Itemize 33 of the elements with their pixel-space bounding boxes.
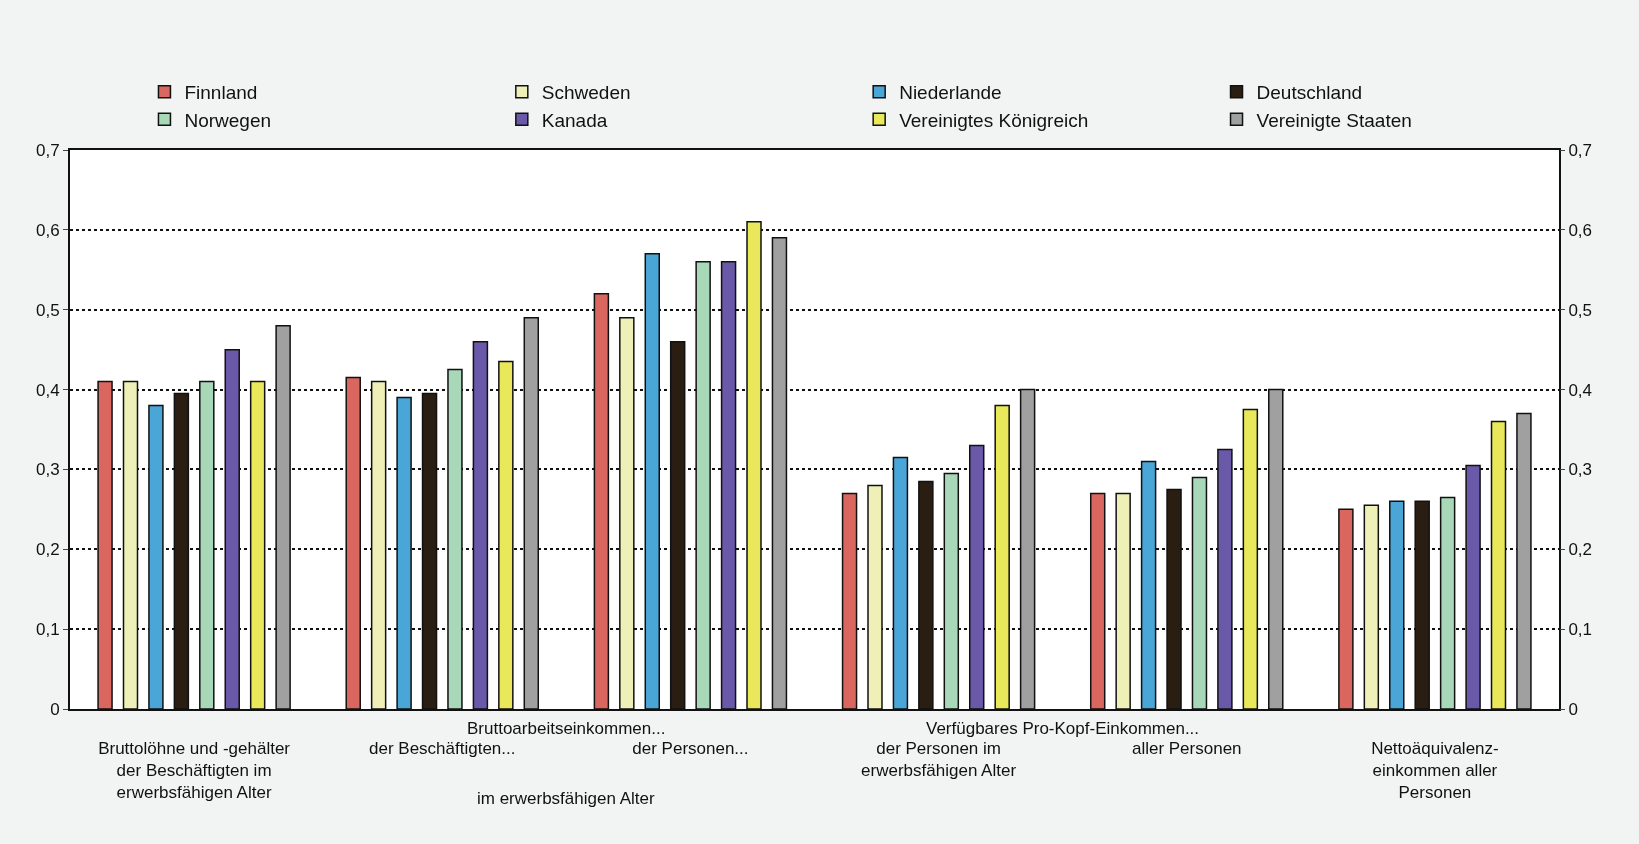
y-tick-label: 0,3 bbox=[35, 460, 60, 480]
x-tick-label: der Beschäftigten... bbox=[369, 738, 516, 758]
text: Bruttoarbeitseinkommen... bbox=[467, 719, 666, 738]
y2-tick-label: 0,1 bbox=[1568, 620, 1593, 640]
y-tick-label: 0,1 bbox=[35, 620, 60, 640]
y2-tick-label: 0,7 bbox=[1568, 140, 1593, 160]
x-tick-label: Bruttolöhne und -gehälter der Beschäftigten im erwerbsfähigen Alter bbox=[98, 738, 291, 802]
y-tick-label: 0,5 bbox=[35, 300, 60, 320]
y2-tick-label: 0 bbox=[1568, 699, 1578, 719]
y-tick-label: 0,2 bbox=[35, 540, 60, 560]
legend-label: Schweden bbox=[541, 82, 631, 104]
legend-label: Vereinigte Staaten bbox=[1256, 109, 1412, 131]
legend-label: Niederlande bbox=[899, 82, 1002, 104]
y-tick-label: 0,4 bbox=[35, 380, 60, 400]
legend-label: Vereinigtes Königreich bbox=[899, 109, 1089, 131]
text: im erwerbsfähigen Alter bbox=[477, 789, 655, 808]
y-tick-label: 0,7 bbox=[35, 140, 60, 160]
x-tick-label: der Personen im erwerbsfähigen Alter bbox=[861, 738, 1017, 780]
legend-label: Deutschland bbox=[1256, 82, 1363, 104]
legend-label: Finnland bbox=[184, 82, 258, 104]
y2-tick-label: 0,2 bbox=[1568, 540, 1593, 560]
text: Verfügbares Pro-Kopf-Einkommen... bbox=[926, 719, 1200, 738]
x-tick-label: aller Personen bbox=[1131, 738, 1242, 758]
x-tick-label: Nettoäquivalenz- einkommen aller Personen bbox=[1371, 738, 1499, 802]
y-tick-label: 0,6 bbox=[35, 220, 60, 240]
y-tick-label: 0 bbox=[50, 699, 60, 719]
x-tick-label: der Personen... bbox=[632, 738, 749, 758]
y2-tick-label: 0,4 bbox=[1568, 380, 1593, 400]
legend-label: Kanada bbox=[541, 109, 608, 131]
y2-tick-label: 0,5 bbox=[1568, 300, 1593, 320]
y2-tick-label: 0,6 bbox=[1568, 220, 1593, 240]
y2-tick-label: 0,3 bbox=[1568, 460, 1593, 480]
legend-label: Norwegen bbox=[184, 109, 272, 131]
